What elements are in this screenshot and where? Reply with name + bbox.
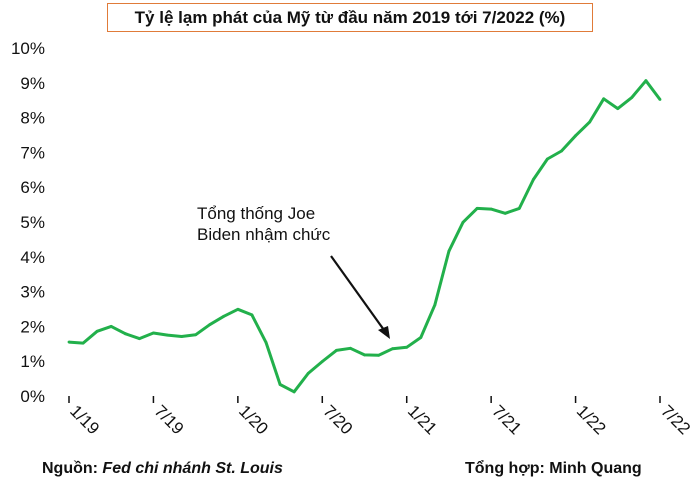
data-point: [194, 333, 198, 337]
x-tick-label: 7/20: [319, 401, 356, 438]
data-point: [208, 323, 212, 327]
data-point: [630, 96, 634, 99]
data-point: [292, 390, 296, 394]
data-point: [334, 349, 338, 352]
credit-note: Tổng hợp: Minh Quang: [465, 460, 642, 477]
data-point: [602, 97, 606, 101]
data-point: [123, 332, 127, 336]
data-point: [137, 337, 141, 340]
source-label: Nguồn:: [42, 460, 103, 477]
y-tick-label: 5%: [20, 213, 45, 232]
data-point: [363, 353, 366, 357]
y-tick-label: 6%: [20, 178, 45, 197]
x-tick-label: 7/21: [488, 401, 525, 438]
y-tick-label: 4%: [20, 248, 45, 267]
y-tick-label: 10%: [11, 39, 45, 58]
inflation-series-line: [68, 79, 662, 394]
y-tick-label: 7%: [20, 143, 45, 162]
y-tick-label: 1%: [20, 352, 45, 371]
data-point: [391, 347, 395, 351]
data-point: [264, 341, 268, 344]
data-point: [588, 120, 592, 124]
data-point: [306, 371, 310, 375]
data-point: [489, 207, 493, 211]
x-tick-label: 1/21: [404, 401, 441, 438]
chart-title: Tỷ lệ lạm phát của Mỹ từ đầu năm 2019 tớ…: [107, 3, 593, 32]
data-point: [320, 360, 324, 363]
data-point: [503, 211, 507, 215]
data-point: [517, 207, 521, 210]
x-axis: 1/19 7/19 1/20 7/20 1/21 7/21 1/22 7/22: [66, 396, 694, 438]
data-point: [433, 303, 437, 307]
x-tick-label: 1/22: [573, 401, 610, 438]
data-point: [546, 157, 549, 161]
data-point: [250, 313, 254, 317]
data-point: [67, 340, 71, 344]
annotation-arrowhead: [378, 326, 390, 339]
y-tick-label: 3%: [20, 283, 45, 302]
x-tick-label: 7/19: [151, 401, 188, 438]
data-point: [222, 314, 226, 318]
x-tick-label: 1/19: [66, 401, 103, 438]
data-point: [349, 346, 352, 350]
data-point: [531, 178, 535, 181]
y-tick-label: 8%: [20, 109, 45, 128]
annotation-line-2: Biden nhậm chức: [197, 225, 331, 244]
data-point: [616, 107, 620, 110]
data-point: [180, 335, 183, 338]
data-point: [644, 79, 648, 83]
y-tick-label: 2%: [20, 317, 45, 336]
x-tick-label: 7/22: [657, 401, 694, 438]
data-point: [95, 329, 99, 333]
data-point: [81, 341, 85, 345]
source-value: Fed chi nhánh St. Louis: [102, 460, 283, 477]
data-point: [166, 333, 169, 337]
series-layer: [67, 79, 662, 394]
data-point: [278, 383, 282, 386]
y-tick-label: 0%: [20, 387, 45, 406]
source-note: Nguồn: Fed chi nhánh St. Louis: [42, 460, 283, 478]
data-point: [377, 353, 380, 357]
data-point: [461, 220, 465, 224]
data-point: [405, 345, 409, 349]
data-point: [152, 331, 155, 335]
data-point: [109, 325, 113, 328]
y-axis: 0% 1% 2% 3% 4% 5% 6% 7% 8% 9% 10%: [11, 39, 45, 406]
annotation-arrow-line: [330, 255, 385, 331]
data-point: [447, 249, 451, 253]
data-point: [419, 336, 423, 339]
x-tick-label: 1/20: [235, 401, 272, 438]
data-point: [658, 98, 662, 101]
annotation-line-1: Tổng thống Joe: [197, 204, 315, 223]
data-point: [560, 149, 563, 153]
data-point: [574, 134, 577, 138]
y-tick-label: 9%: [20, 74, 45, 93]
annotation: Tổng thống Joe Biden nhậm chức: [197, 204, 390, 339]
data-point: [475, 207, 479, 210]
data-point: [236, 307, 240, 311]
